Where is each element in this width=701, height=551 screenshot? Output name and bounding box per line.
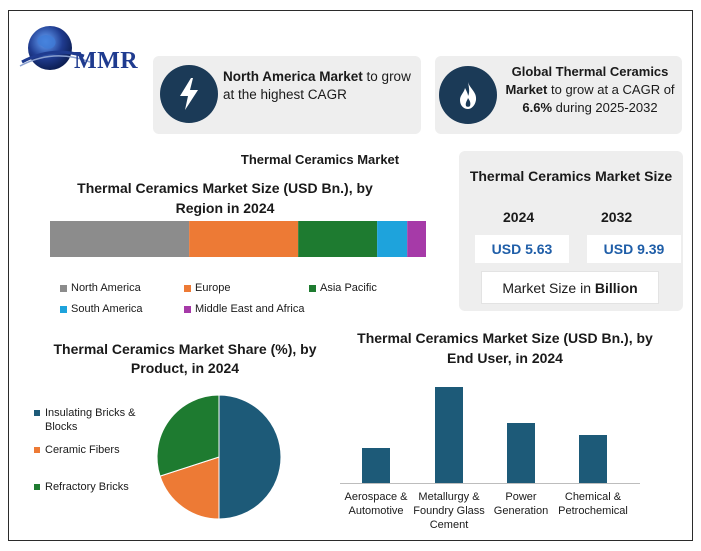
region-segment-2 xyxy=(298,221,378,257)
flame-icon xyxy=(439,66,497,124)
global-cagr-highlight-card: Global Thermal Ceramics Market to grow a… xyxy=(435,56,682,134)
market-size-card: Thermal Ceramics Market Size 2024 2032 U… xyxy=(459,151,683,311)
pie-slice-2 xyxy=(156,394,220,477)
end-user-x-axis xyxy=(340,483,640,484)
end-user-bar-1 xyxy=(435,387,463,483)
pie-slice-1 xyxy=(159,456,220,520)
end-user-bar-0 xyxy=(362,448,390,483)
north-america-highlight-text: North America Market to grow at the high… xyxy=(223,69,411,102)
global-cagr-highlight-text: Global Thermal Ceramics Market to grow a… xyxy=(505,64,675,115)
value-2032: USD 9.39 xyxy=(587,235,681,263)
market-size-unit-note: Market Size in Billion xyxy=(481,271,659,304)
legend-refractory-bricks: Refractory Bricks xyxy=(34,480,144,494)
end-user-label-metallurgy: Metallurgy & Foundry Glass Cement xyxy=(413,491,485,531)
region-segment-4 xyxy=(407,221,426,257)
market-size-title: Thermal Ceramics Market Size xyxy=(469,168,673,184)
year-2024-label: 2024 xyxy=(503,209,535,225)
legend-south-america: South America xyxy=(60,303,143,315)
region-chart-title: Thermal Ceramics Market Size (USD Bn.), … xyxy=(77,180,373,216)
region-segment-0 xyxy=(50,221,190,257)
legend-europe: Europe xyxy=(184,282,230,294)
legend-insulating-bricks: Insulating Bricks & Blocks xyxy=(34,406,144,434)
legend-middle-east-africa: Middle East and Africa xyxy=(184,303,304,315)
mmr-logo: MMR xyxy=(18,22,148,78)
region-segment-1 xyxy=(189,221,299,257)
logo-text: MMR xyxy=(74,48,139,74)
legend-north-america: North America xyxy=(60,282,141,294)
end-user-bar-3 xyxy=(579,435,607,483)
value-2024: USD 5.63 xyxy=(475,235,569,263)
end-user-chart-title: Thermal Ceramics Market Size (USD Bn.), … xyxy=(357,330,653,366)
lightning-icon xyxy=(160,65,218,123)
region-segment-3 xyxy=(377,221,408,257)
end-user-bar-2 xyxy=(507,423,535,483)
legend-ceramic-fibers: Ceramic Fibers xyxy=(34,443,144,457)
year-2032-label: 2032 xyxy=(601,209,633,225)
product-share-pie xyxy=(156,394,282,520)
end-user-label-chemical: Chemical & Petrochemical xyxy=(558,491,628,517)
legend-asia-pacific: Asia Pacific xyxy=(309,282,377,294)
pie-slice-0 xyxy=(218,394,282,520)
end-user-label-power: Power Generation xyxy=(493,491,549,517)
region-stacked-bar xyxy=(50,221,426,257)
end-user-label-aerospace: Aerospace & Automotive xyxy=(344,491,408,517)
north-america-highlight-card: North America Market to grow at the high… xyxy=(153,56,421,134)
product-share-chart-title: Thermal Ceramics Market Share (%), by Pr… xyxy=(53,341,317,376)
globe-icon xyxy=(19,26,91,70)
main-title: Thermal Ceramics Market xyxy=(240,152,400,167)
infographic-frame xyxy=(8,10,693,541)
